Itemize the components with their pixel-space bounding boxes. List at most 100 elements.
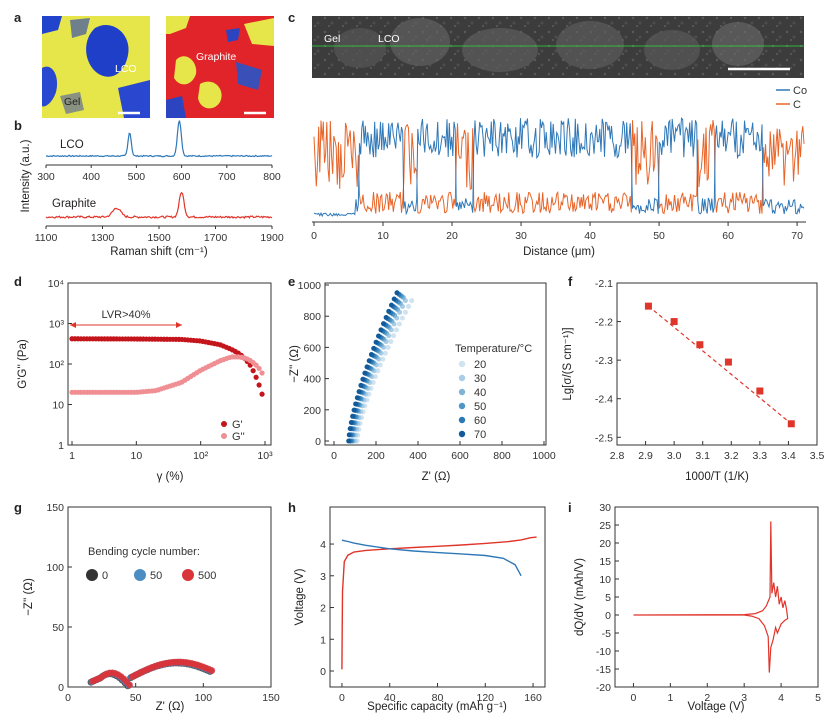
e-legend-label: 50 — [474, 401, 486, 413]
e-ylabel: −Z'' (Ω) — [289, 345, 301, 383]
e-point — [346, 438, 352, 444]
g-xlabel: Z' (Ω) — [156, 701, 185, 713]
f-xtick-label: 3.4 — [781, 450, 796, 462]
panel-f-arrhenius-chart: 2.8 2.9 3.0 3.1 3.2 3.3 3.4 3.5 -2.1 -2.2 -2.3 -2.4… — [562, 278, 824, 483]
panel-letter-i: i — [568, 500, 572, 515]
b-bottom-tick-label: 1700 — [204, 232, 228, 244]
h-ytick-label: 1 — [320, 634, 326, 646]
raman-map-graphite: Graphite — [166, 16, 274, 118]
f-xtick-label: 3.3 — [753, 450, 768, 462]
i-ytick-label: 5 — [605, 592, 611, 604]
d-ytick-label: 1 — [58, 440, 64, 452]
h-ytick-label: 2 — [320, 603, 326, 615]
panel-h-voltage-capacity-chart: 0 40 80 120 160 0 1 2 3 4 Specific capacity (mAh … — [294, 506, 546, 713]
e-point — [382, 350, 388, 356]
map-label-graphite: Graphite — [196, 51, 236, 63]
c-legend-c-label: C — [793, 99, 801, 111]
f-point — [787, 420, 795, 428]
d-point — [256, 382, 262, 388]
g-legend-title: Bending cycle number: — [88, 546, 200, 558]
i-ytick-label: 25 — [599, 520, 611, 532]
e-point — [348, 419, 354, 425]
g-ytick-label: 0 — [58, 682, 64, 694]
f-xtick-label: 2.9 — [638, 450, 653, 462]
d-ylabel: G'G'' (Pa) — [17, 339, 29, 389]
g-xtick-label: 50 — [130, 692, 142, 704]
d-lvr-annotation: LVR>40% — [101, 309, 150, 321]
i-xtick-label: 0 — [631, 692, 637, 704]
f-point — [670, 318, 678, 326]
lco-spectrum-line — [45, 120, 273, 158]
e-point — [354, 395, 360, 401]
i-ytick-label: 20 — [599, 538, 611, 550]
e-point — [360, 376, 366, 382]
b-bottom-tick-label: 1300 — [91, 232, 115, 244]
panel-letter-h: h — [288, 500, 296, 515]
c-tick-label: 40 — [584, 230, 596, 242]
d-ytick-label: 10³ — [49, 319, 65, 331]
panel-letter-a: a — [14, 10, 22, 25]
e-point — [356, 389, 362, 395]
e-legend-swatch — [458, 388, 466, 396]
panel-letter-e: e — [288, 274, 295, 289]
f-point — [756, 387, 764, 395]
e-legend-swatch — [458, 402, 466, 410]
i-xtick-label: 4 — [778, 692, 784, 704]
g-legend-swatch — [134, 569, 146, 581]
e-ytick-label: 0 — [315, 436, 321, 448]
d-xtick-label: 1 — [69, 450, 75, 462]
i-dqdv-curve — [633, 521, 789, 673]
panel-g-nyquist-bending-chart: 0 50 100 150 0 50 100 150 Bending cycle number:… — [23, 502, 280, 713]
i-ytick-label: -5 — [602, 628, 611, 640]
d-point — [253, 374, 259, 380]
panel-letter-f: f — [568, 274, 573, 289]
e-xtick-label: 200 — [367, 450, 385, 462]
h-charge-curve — [341, 536, 537, 670]
raman-map-lco-gel: LCO Gel — [42, 16, 150, 118]
e-legend-title: Temperature/°C — [455, 343, 532, 355]
b-top-tick-label: 300 — [37, 171, 55, 183]
panel-i-dqdv-chart: 0 1 2 3 4 5 -20 -15 -10 -5 0 5 10 15 20 25 30 Voltage (V… — [574, 502, 821, 713]
g-ylabel: −Z'' (Ω) — [23, 578, 35, 616]
b-ylabel: Intensity (a.u.) — [20, 139, 32, 212]
map-label-gel: Gel — [64, 96, 80, 108]
sem-label-lco: LCO — [378, 33, 400, 45]
e-legend-swatch — [458, 360, 466, 368]
i-ytick-label: 15 — [599, 556, 611, 568]
e-point — [406, 303, 412, 309]
f-ytick-label: -2.5 — [595, 432, 613, 444]
e-point — [388, 302, 394, 308]
b-bottom-tick-label: 1100 — [35, 232, 58, 244]
f-xtick-label: 3.0 — [667, 450, 682, 462]
e-point — [391, 296, 397, 302]
e-point — [391, 333, 397, 339]
i-xtick-label: 3 — [741, 692, 747, 704]
e-xtick-label: 800 — [493, 450, 511, 462]
g-ytick-label: 150 — [46, 502, 64, 514]
d-ytick-label: 10⁴ — [48, 278, 64, 290]
g-ytick-label: 50 — [52, 622, 64, 634]
e-xlabel: Z' (Ω) — [422, 471, 451, 483]
g-point — [126, 681, 133, 689]
b-top-tick-label: 800 — [263, 171, 281, 183]
c-tick-label: 50 — [653, 230, 665, 242]
b-bottom-tick-label: 1500 — [147, 232, 171, 244]
i-ylabel: dQ/dV (mAh/V) — [574, 558, 586, 636]
i-xtick-label: 5 — [815, 692, 821, 704]
b-xlabel: Raman shift (cm⁻¹) — [110, 246, 208, 258]
b-lco-label: LCO — [60, 139, 84, 151]
e-point — [377, 362, 383, 368]
e-point — [364, 364, 370, 370]
e-point — [368, 352, 374, 358]
d-xtick-label: 10² — [193, 450, 209, 462]
f-point — [724, 358, 732, 366]
map-label-lco: LCO — [115, 63, 137, 75]
i-ytick-label: 30 — [599, 502, 611, 514]
e-point — [351, 407, 357, 413]
c-tick-label: 20 — [446, 230, 458, 242]
h-discharge-curve — [341, 539, 522, 577]
f-point — [696, 341, 704, 349]
panel-letter-c: c — [288, 10, 295, 25]
e-ytick-label: 400 — [303, 374, 321, 386]
e-point — [378, 327, 384, 333]
